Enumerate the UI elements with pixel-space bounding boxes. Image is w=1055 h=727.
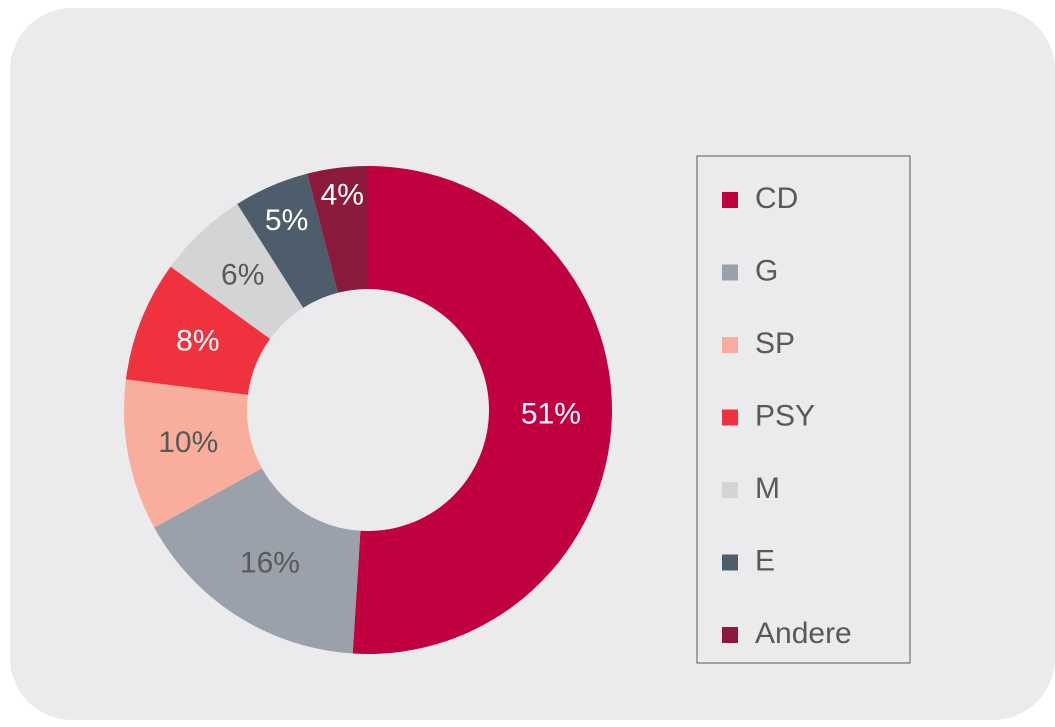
legend-swatch <box>722 337 738 353</box>
donut-slice <box>170 203 304 339</box>
slice-label: 5% <box>265 204 308 237</box>
donut-slice <box>352 166 613 655</box>
slice-label: 4% <box>321 179 364 212</box>
slice-label: 6% <box>221 259 264 292</box>
legend-label: E <box>755 544 775 577</box>
legend-label: G <box>755 254 778 287</box>
legend-label: CD <box>755 182 798 215</box>
legend-swatch <box>722 192 738 208</box>
legend-label: M <box>755 472 780 505</box>
legend-swatch <box>722 264 738 281</box>
slice-label: 16% <box>240 546 300 579</box>
slice-label: 51% <box>521 398 581 431</box>
legend-swatch <box>722 409 738 426</box>
legend-box <box>696 155 911 664</box>
legend-swatch <box>722 482 738 498</box>
legend-swatch <box>722 554 738 571</box>
slice-label: 8% <box>176 325 219 358</box>
donut-slice <box>154 468 361 654</box>
legend-label: PSY <box>755 399 815 432</box>
slice-label: 10% <box>158 426 218 459</box>
donut-slice <box>125 266 271 395</box>
donut-slice <box>237 173 338 308</box>
legend-label: SP <box>755 327 795 360</box>
donut-slice <box>307 166 368 293</box>
donut-slice <box>123 379 262 528</box>
legend-swatch <box>722 627 738 643</box>
legend-label: Andere <box>755 617 852 650</box>
